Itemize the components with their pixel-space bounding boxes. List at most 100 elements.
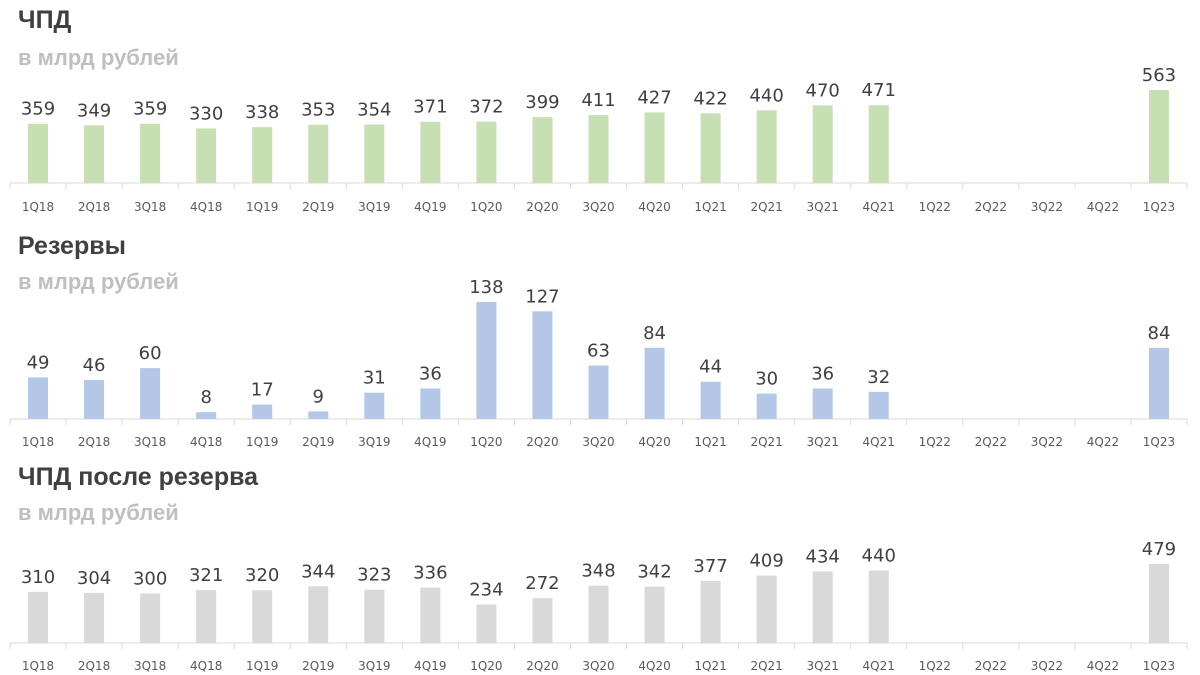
- x-tick-label: 3Q20: [582, 659, 614, 673]
- x-tick-label: 1Q18: [22, 435, 54, 449]
- chart-subtitle: в млрд рублей: [18, 45, 179, 70]
- data-label: 427: [637, 87, 671, 108]
- bar: [252, 590, 273, 643]
- data-label: 138: [469, 277, 503, 298]
- x-tick-label: 1Q23: [1143, 200, 1175, 214]
- data-label: 371: [413, 97, 447, 118]
- data-label: 60: [139, 343, 162, 364]
- x-tick-label: 1Q18: [22, 659, 54, 673]
- x-tick-label: 1Q21: [694, 659, 726, 673]
- bar: [812, 105, 833, 183]
- x-tick-label: 4Q21: [863, 659, 895, 673]
- data-label: 234: [469, 579, 503, 600]
- x-tick-label: 2Q20: [526, 435, 558, 449]
- x-tick-label: 2Q20: [526, 659, 558, 673]
- bar: [756, 110, 777, 183]
- x-tick-label: 4Q20: [638, 200, 670, 214]
- data-label: 63: [587, 341, 610, 362]
- data-label: 471: [862, 80, 896, 101]
- bar: [756, 575, 777, 643]
- data-label: 321: [189, 565, 223, 586]
- data-label: 46: [83, 355, 106, 376]
- bar: [420, 388, 441, 419]
- data-label: 320: [245, 565, 279, 586]
- bar: [84, 380, 105, 419]
- data-label: 440: [862, 545, 896, 566]
- x-tick-label: 2Q21: [750, 435, 782, 449]
- x-tick-label: 1Q22: [919, 435, 951, 449]
- bar: [420, 587, 441, 643]
- data-label: 8: [200, 387, 211, 408]
- x-tick-label: 3Q20: [582, 435, 614, 449]
- x-tick-label: 2Q20: [526, 200, 558, 214]
- x-tick-label: 4Q20: [638, 659, 670, 673]
- data-label: 344: [301, 561, 335, 582]
- x-tick-label: 3Q21: [807, 659, 839, 673]
- x-tick-label: 2Q19: [302, 435, 334, 449]
- bar: [700, 381, 721, 419]
- x-tick-label: 4Q20: [638, 435, 670, 449]
- x-tick-label: 4Q21: [863, 200, 895, 214]
- x-tick-label: 3Q20: [582, 200, 614, 214]
- x-tick-label: 3Q19: [358, 659, 390, 673]
- bar: [420, 121, 441, 183]
- x-tick-label: 4Q21: [863, 435, 895, 449]
- bar: [532, 311, 553, 419]
- data-label: 31: [363, 368, 386, 389]
- x-tick-label: 1Q20: [470, 200, 502, 214]
- data-label: 330: [189, 103, 223, 124]
- x-tick-label: 1Q21: [694, 200, 726, 214]
- x-tick-label: 3Q18: [134, 200, 166, 214]
- data-label: 49: [27, 352, 50, 373]
- bar: [196, 412, 217, 419]
- x-tick-label: 1Q19: [246, 659, 278, 673]
- x-tick-label: 1Q18: [22, 200, 54, 214]
- bar: [756, 393, 777, 419]
- data-label: 359: [21, 99, 55, 120]
- bar: [812, 388, 833, 419]
- chart-3: ЧПД после резерва в млрд рублей 1Q18 310 2Q1…: [9, 463, 1188, 673]
- bar: [28, 591, 49, 643]
- bar: [28, 377, 49, 419]
- x-tick-label: 4Q22: [1087, 435, 1119, 449]
- bar: [252, 127, 273, 183]
- bar: [588, 115, 609, 183]
- data-label: 479: [1142, 539, 1176, 560]
- x-tick-label: 3Q22: [1031, 659, 1063, 673]
- x-tick-label: 1Q23: [1143, 435, 1175, 449]
- bar: [308, 124, 329, 183]
- bar: [812, 571, 833, 643]
- bar: [700, 113, 721, 183]
- x-tick-label: 1Q19: [246, 435, 278, 449]
- x-tick-label: 2Q21: [750, 200, 782, 214]
- bar: [252, 404, 273, 419]
- x-tick-label: 4Q19: [414, 659, 446, 673]
- bar: [532, 117, 553, 183]
- chart-subtitle: в млрд рублей: [18, 269, 179, 294]
- data-label: 440: [749, 85, 783, 106]
- data-label: 32: [867, 367, 890, 388]
- data-label: 36: [811, 363, 834, 384]
- data-label: 304: [77, 568, 111, 589]
- bar: [140, 123, 161, 183]
- data-label: 127: [525, 286, 559, 307]
- data-label: 36: [419, 363, 442, 384]
- x-tick-label: 3Q19: [358, 435, 390, 449]
- x-tick-label: 1Q22: [919, 659, 951, 673]
- bar: [868, 570, 889, 643]
- bar: [308, 586, 329, 643]
- bar: [868, 105, 889, 183]
- bar: [532, 598, 553, 643]
- x-tick-label: 3Q21: [807, 435, 839, 449]
- chart-title: ЧПД: [18, 6, 72, 34]
- data-label: 353: [301, 100, 335, 121]
- x-tick-label: 1Q22: [919, 200, 951, 214]
- data-label: 372: [469, 97, 503, 118]
- bar: [644, 347, 665, 419]
- x-tick-label: 2Q18: [78, 659, 110, 673]
- data-label: 411: [581, 90, 615, 111]
- data-label: 434: [806, 546, 840, 567]
- x-tick-label: 3Q19: [358, 200, 390, 214]
- x-tick-label: 2Q18: [78, 200, 110, 214]
- x-tick-label: 4Q22: [1087, 659, 1119, 673]
